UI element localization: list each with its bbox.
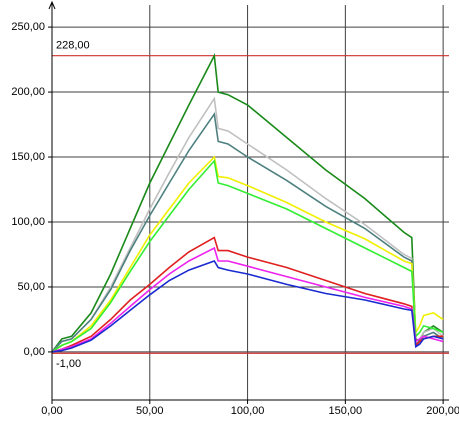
labels: 0,00 50,00 100,00 150,00 200,00 250,00 0,00 50,… bbox=[11, 21, 459, 417]
x-tick-label: 100,00 bbox=[231, 405, 265, 417]
series-line bbox=[51, 159, 444, 353]
x-tick-label: 50,00 bbox=[136, 405, 164, 417]
series-line bbox=[51, 246, 444, 353]
reference-label: 228,00 bbox=[56, 40, 90, 52]
y-tick-label: 50,00 bbox=[17, 281, 45, 293]
y-tick-label: 0,00 bbox=[24, 346, 45, 358]
series-line bbox=[51, 260, 444, 353]
series-line bbox=[51, 236, 444, 353]
y-tick-label: 200,00 bbox=[11, 86, 45, 98]
x-tick-label: 150,00 bbox=[329, 405, 363, 417]
grid bbox=[51, 5, 449, 400]
y-tick-label: 250,00 bbox=[11, 21, 45, 33]
series-line bbox=[51, 155, 444, 353]
plot-lines bbox=[51, 52, 444, 353]
y-tick-label: 150,00 bbox=[11, 151, 45, 163]
y-axis-arrow bbox=[48, 0, 56, 10]
x-tick-label: 0,00 bbox=[41, 405, 62, 417]
reference-label: -1,00 bbox=[56, 358, 81, 370]
x-tick-label: 200,00 bbox=[426, 405, 459, 417]
y-tick-label: 100,00 bbox=[11, 216, 45, 228]
